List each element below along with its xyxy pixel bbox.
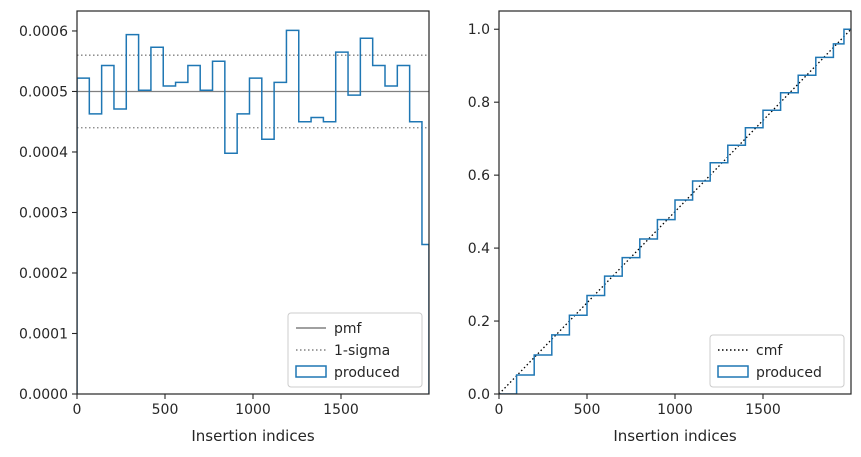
y-tick-label: 0.0: [468, 387, 490, 403]
y-tick-label: 0.0001: [19, 326, 68, 342]
plot-area: [77, 29, 429, 394]
legend-swatch-produced: [295, 365, 327, 378]
legend-entry-label: produced: [756, 365, 822, 381]
produced-step: [77, 29, 429, 394]
legend-entry-label: 1-sigma: [334, 343, 390, 359]
legend-entry-label: pmf: [334, 321, 363, 337]
y-tick-label: 0.0005: [19, 84, 68, 100]
legend: pmf 1-sigma produced: [287, 312, 423, 388]
x-tick-label: 1500: [745, 402, 781, 418]
legend-box: [287, 312, 423, 388]
y-tick-label: 0.0003: [19, 205, 68, 221]
produced-step: [499, 28, 851, 394]
x-tick-label: 0: [495, 402, 504, 418]
legend-entry-label: cmf: [756, 343, 783, 359]
x-tick-label: 1000: [235, 402, 271, 418]
y-tick-label: 0.0000: [19, 387, 68, 403]
y-tick-label: 0.4: [468, 241, 490, 257]
cmf-chart: 0 500 1000 1500 0.0 0.2 0.4 0.6 0.8 1.0 Insertion …: [468, 10, 852, 445]
y-tick-label: 0.0004: [19, 145, 68, 161]
plot-area: [499, 28, 851, 394]
y-tick-label: 0.0002: [19, 266, 68, 282]
y-tick-label: 0.0006: [19, 24, 68, 40]
y-tick-label: 0.6: [468, 168, 490, 184]
legend-entry-label: produced: [334, 365, 400, 381]
legend: cmf produced: [709, 334, 845, 388]
x-axis-label: Insertion indices: [191, 427, 314, 445]
pmf-chart: 0 500 1000 1500 0.0000 0.0001 0.0002 0.0003 0.00…: [19, 10, 430, 445]
x-tick-label: 0: [73, 402, 82, 418]
legend-swatch-produced: [717, 365, 749, 378]
y-tick-label: 0.8: [468, 95, 490, 111]
x-tick-label: 500: [574, 402, 601, 418]
legend-box: [709, 334, 845, 388]
x-tick-label: 1500: [323, 402, 359, 418]
x-axis-label: Insertion indices: [613, 427, 736, 445]
y-tick-label: 1.0: [468, 22, 490, 38]
x-tick-label: 500: [152, 402, 179, 418]
x-tick-label: 1000: [657, 402, 693, 418]
y-tick-label: 0.2: [468, 314, 490, 330]
